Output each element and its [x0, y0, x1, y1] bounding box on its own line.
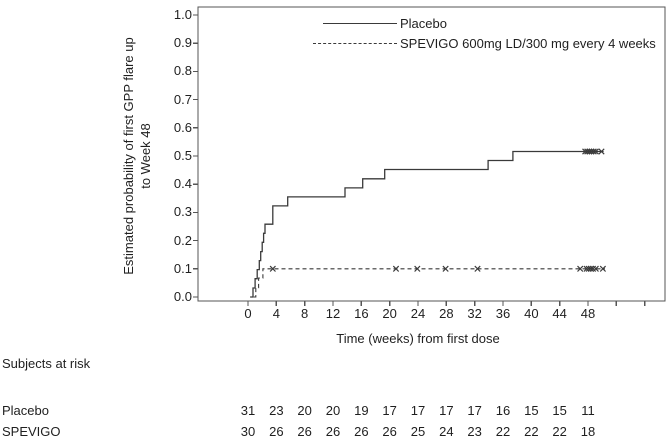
- risk-value: 22: [552, 424, 567, 439]
- x-tick-label: 48: [580, 306, 596, 321]
- risk-row-label-spevigo: SPEVIGO: [2, 424, 61, 439]
- risk-value: 23: [467, 424, 482, 439]
- km-curve-spevigo: [253, 268, 605, 298]
- censor-mark: [269, 265, 276, 272]
- x-tick-label: 12: [325, 306, 341, 321]
- y-tick-label: 0.5: [173, 148, 192, 163]
- censor-mark: [592, 265, 599, 272]
- risk-value: 26: [297, 424, 312, 439]
- y-tick-label: 0.8: [173, 63, 192, 79]
- x-tick-label: 36: [495, 306, 511, 321]
- censor-mark: [442, 265, 449, 272]
- risk-value: 26: [325, 424, 341, 439]
- censor-mark: [590, 148, 597, 155]
- risk-value: 24: [439, 424, 454, 439]
- risk-value: 26: [354, 424, 369, 439]
- censor-mark: [587, 265, 594, 272]
- x-tick-label: 0: [244, 306, 252, 321]
- risk-value: 30: [240, 424, 256, 439]
- risk-value: 15: [552, 403, 567, 418]
- y-tick-label: 0.4: [173, 176, 192, 192]
- risk-value: 19: [354, 403, 369, 418]
- legend-item-spevigo: SPEVIGO 600mg LD/300 mg every 4 weeks: [313, 33, 656, 53]
- censor-mark: [392, 265, 400, 272]
- y-tick-label: 1.0: [173, 7, 192, 22]
- plot-frame: [197, 6, 666, 302]
- risk-value: 22: [495, 424, 511, 439]
- y-tick-label: 0.3: [173, 204, 192, 220]
- y-tick-label: 0.1: [173, 260, 192, 276]
- y-axis-title: Estimated probability of first GPP flare…: [120, 37, 154, 274]
- y-tick-label: 0.6: [173, 119, 192, 135]
- x-tick-label: 28: [439, 306, 454, 321]
- y-tick-label: 0.7: [173, 91, 192, 107]
- x-tick-label: 24: [410, 306, 426, 321]
- x-tick-label: 20: [382, 306, 397, 321]
- risk-value: 17: [410, 403, 426, 418]
- risk-value: 17: [382, 403, 397, 418]
- legend: Placebo SPEVIGO 600mg LD/300 mg every 4 …: [313, 13, 656, 53]
- x-tick-label: 8: [301, 306, 309, 321]
- y-axis-title-line1: Estimated probability of first GPP flare…: [121, 37, 136, 275]
- risk-value: 18: [580, 424, 596, 439]
- risk-value: 16: [495, 403, 511, 418]
- y-tick-label: 0.0: [173, 289, 192, 304]
- risk-value: 11: [581, 403, 595, 418]
- legend-item-placebo: Placebo: [313, 13, 656, 33]
- y-axis-title-line2: to Week 48: [138, 123, 153, 189]
- risk-value: 17: [467, 403, 482, 418]
- x-tick-label: 16: [354, 306, 369, 321]
- risk-row-label-placebo: Placebo: [2, 403, 49, 418]
- risk-value: 20: [297, 403, 312, 418]
- y-tick-label: 0.9: [173, 35, 192, 51]
- risk-value: 22: [524, 424, 539, 439]
- x-tick-label: 44: [552, 306, 567, 321]
- solid-line-swatch: [323, 22, 397, 24]
- censor-mark: [592, 148, 599, 155]
- risk-value: 20: [325, 403, 341, 418]
- x-tick-label: 40: [524, 306, 539, 321]
- legend-label-spevigo: SPEVIGO 600mg LD/300 mg every 4 weeks: [400, 35, 656, 51]
- legend-label-placebo: Placebo: [400, 15, 447, 31]
- risk-value: 17: [439, 403, 454, 418]
- x-axis-title: Time (weeks) from first dose: [336, 331, 500, 346]
- y-tick-label: 0.2: [173, 232, 192, 248]
- risk-value: 15: [524, 403, 539, 418]
- risk-value: 31: [240, 403, 256, 418]
- risk-value: 23: [269, 403, 284, 418]
- dashed-line-swatch: [313, 42, 397, 44]
- censor-mark: [598, 148, 605, 155]
- x-tick-label: 32: [467, 306, 482, 321]
- risk-value: 25: [410, 424, 426, 439]
- censor-mark: [474, 265, 481, 272]
- risk-value: 26: [269, 424, 284, 439]
- km-curve-placebo: [250, 150, 604, 298]
- x-tick-label: 4: [272, 306, 280, 321]
- censor-mark: [577, 265, 584, 272]
- subjects-at-risk-heading: Subjects at risk: [2, 356, 91, 371]
- risk-value: 26: [382, 424, 397, 439]
- censor-mark: [414, 265, 421, 272]
- censor-mark: [599, 265, 607, 272]
